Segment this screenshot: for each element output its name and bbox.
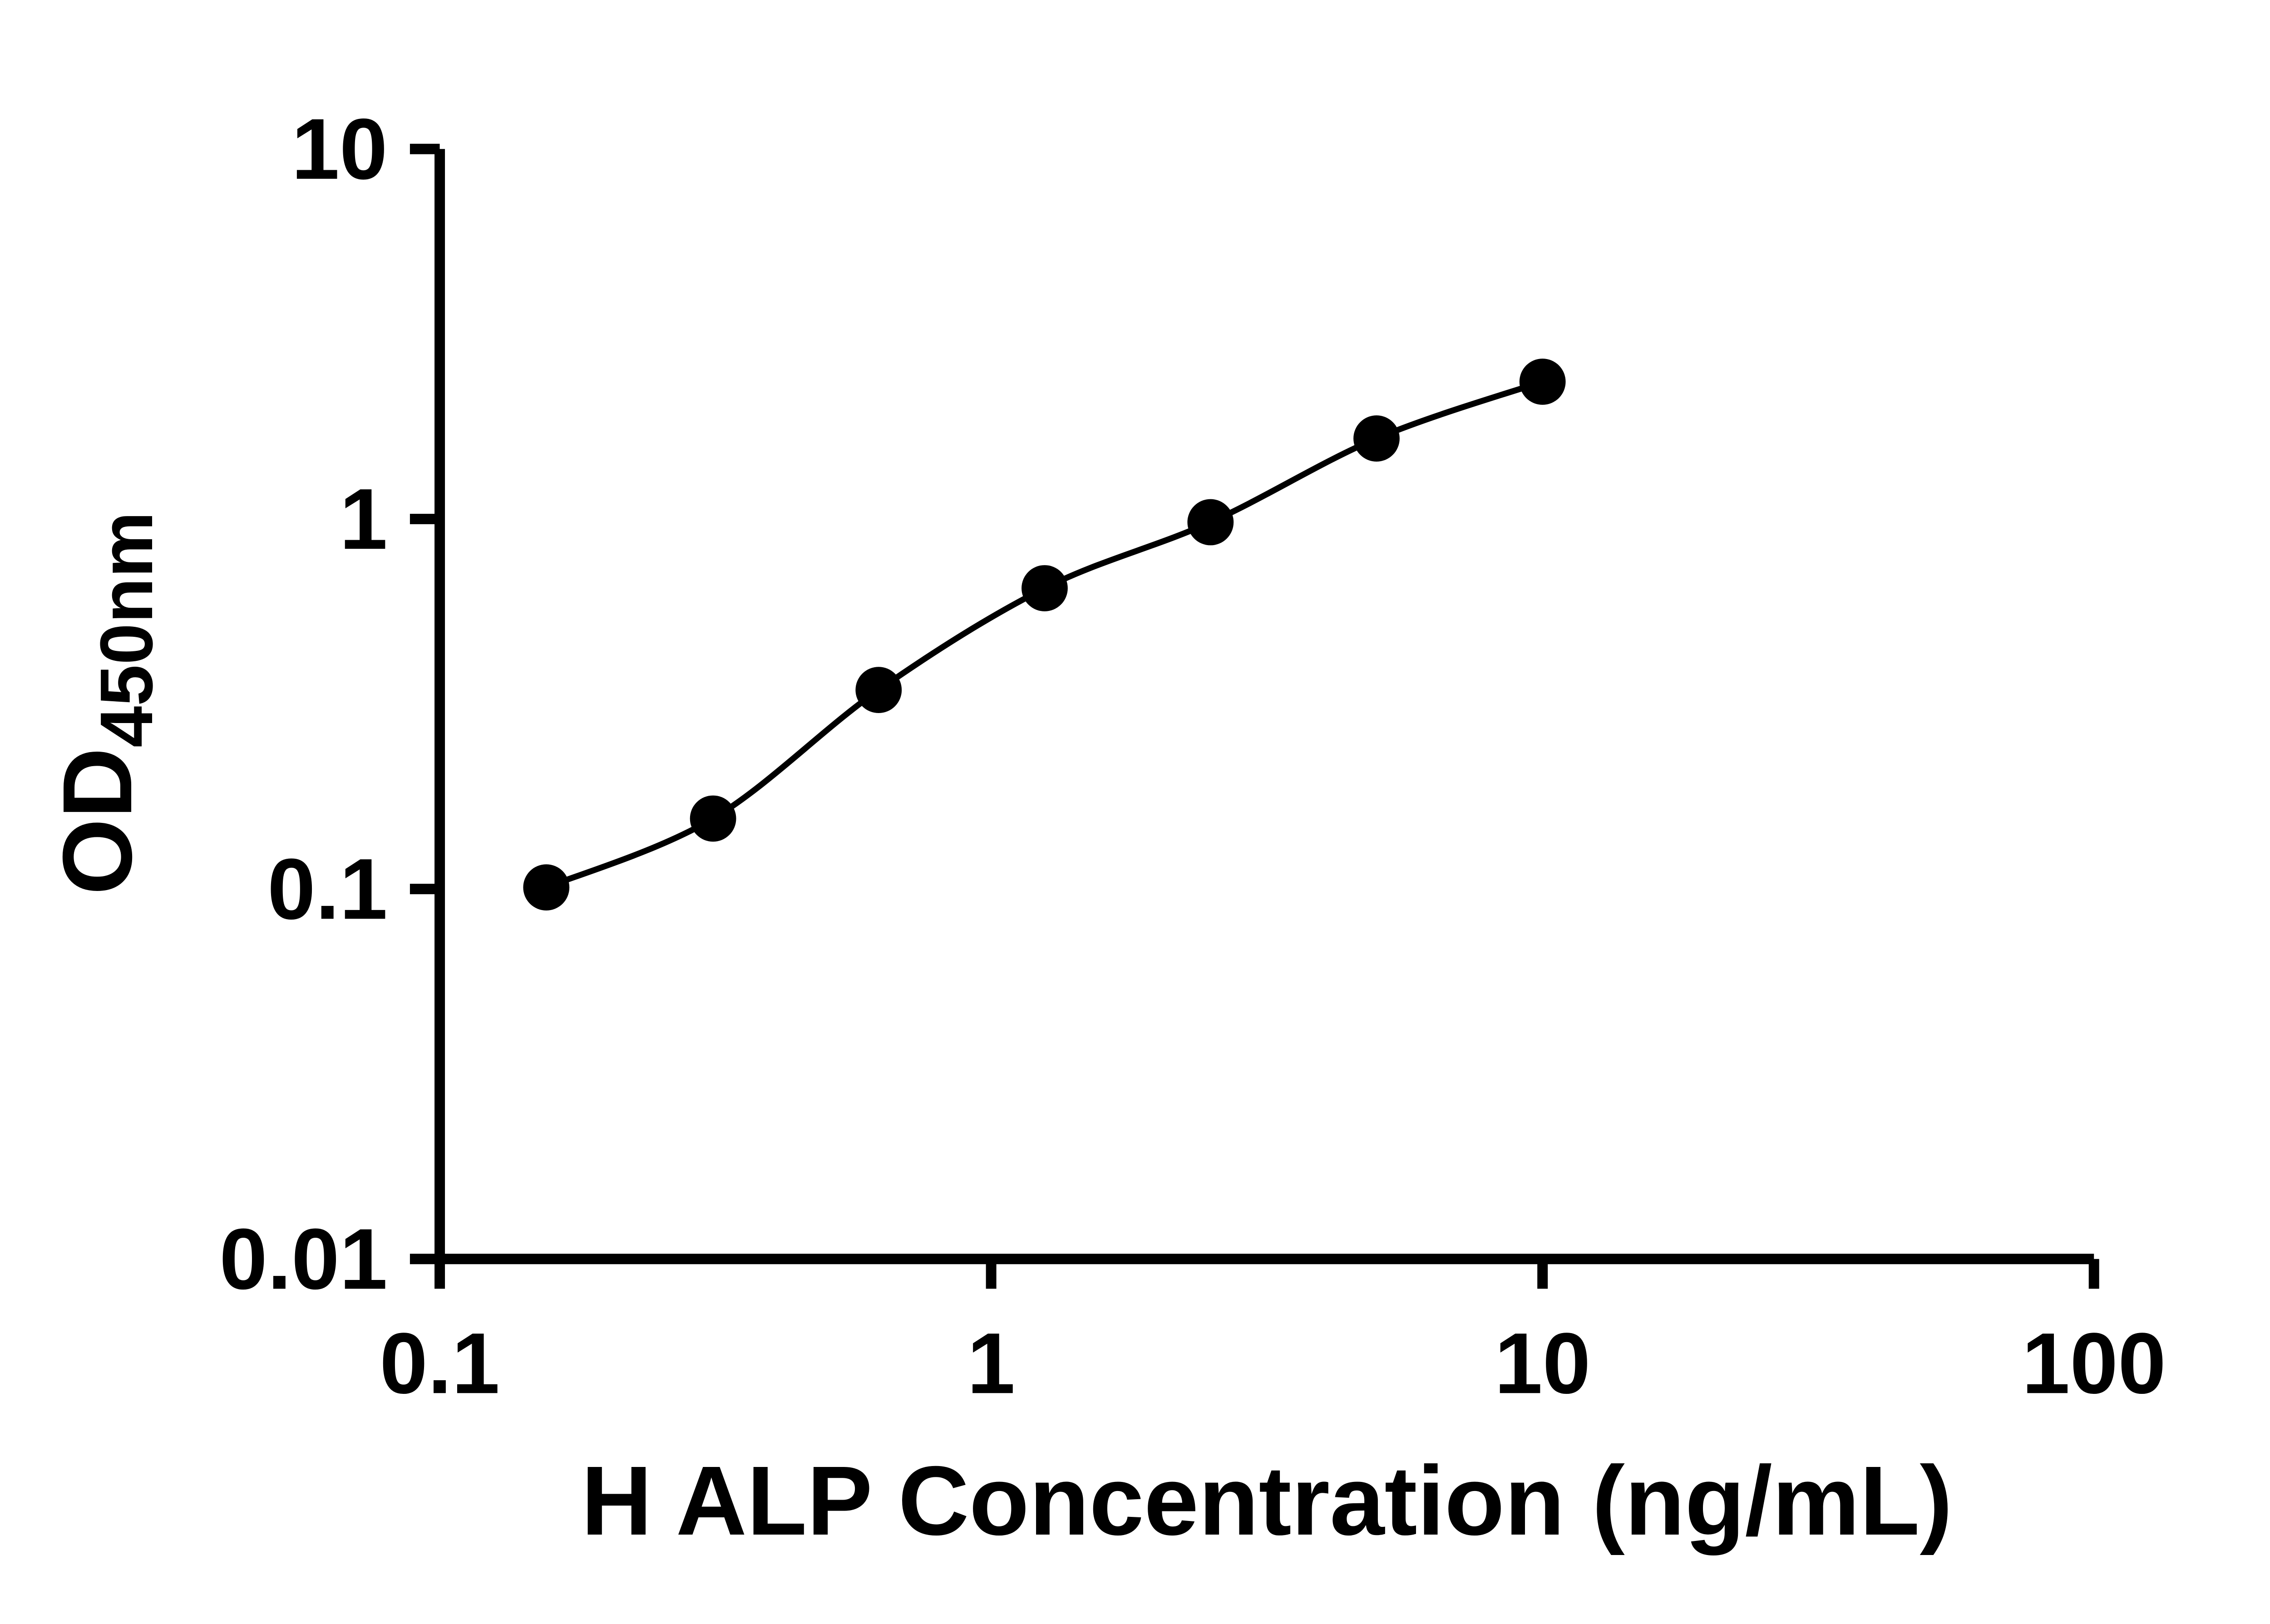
y-axis-tick-label: 10	[291, 101, 388, 197]
data-point-marker	[690, 795, 736, 842]
x-axis-tick-label: 100	[2022, 1315, 2166, 1412]
data-point-marker	[523, 864, 570, 910]
y-axis-title: OD450nm	[42, 512, 168, 895]
y-axis-title-subscript: 450nm	[84, 512, 168, 748]
data-point-marker	[1022, 565, 1068, 611]
x-axis-title: H ALP Concentration (ng/mL)	[581, 1446, 1953, 1555]
data-point-marker	[1519, 359, 1566, 405]
axes-frame	[434, 149, 2094, 1265]
x-axis-tick-label: 10	[1495, 1315, 1591, 1412]
data-point-marker	[1187, 499, 1234, 546]
x-axis-tick-label: 0.1	[380, 1315, 500, 1412]
y-axis-tick-label: 0.01	[219, 1211, 388, 1307]
data-point-marker	[855, 667, 902, 714]
y-axis-tick-label: 1	[340, 471, 388, 567]
x-axis-tick-label: 1	[967, 1315, 1015, 1412]
data-point-marker	[1353, 415, 1400, 462]
y-axis-tick-label: 0.1	[267, 841, 388, 937]
y-axis-title-main: OD	[42, 748, 152, 895]
